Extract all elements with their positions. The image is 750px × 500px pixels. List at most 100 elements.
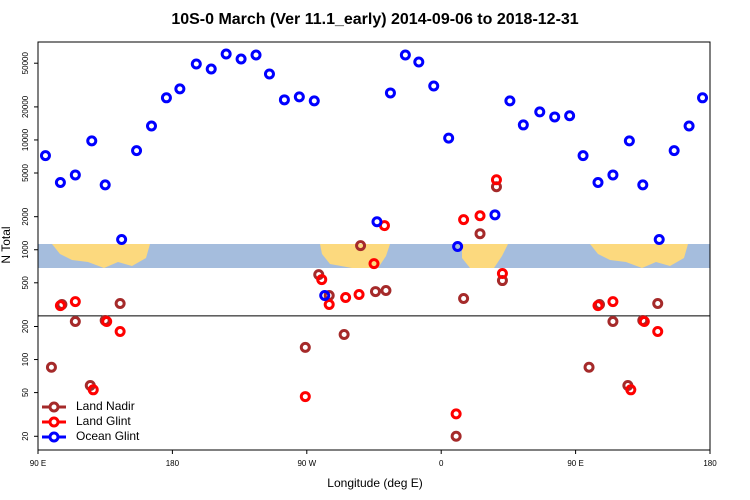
data-point	[549, 111, 561, 123]
data-point	[45, 361, 57, 373]
data-point	[86, 135, 98, 147]
data-point	[145, 120, 157, 132]
data-point	[338, 329, 350, 341]
data-point	[428, 80, 440, 92]
data-point	[458, 214, 470, 226]
legend-label: Ocean Glint	[76, 429, 140, 443]
data-point	[413, 56, 425, 68]
data-point	[54, 176, 66, 188]
data-point	[452, 241, 464, 253]
legend-label: Land Glint	[76, 414, 131, 428]
y-tick-label: 5000	[21, 164, 30, 182]
y-tick-label: 10000	[21, 128, 30, 151]
data-point	[114, 326, 126, 338]
data-point	[399, 49, 411, 61]
data-point	[174, 83, 186, 95]
y-tick-label: 20000	[21, 95, 30, 118]
data-point	[450, 430, 462, 442]
data-point	[607, 296, 619, 308]
x-axis-label: Longitude (deg E)	[327, 476, 422, 490]
data-point	[474, 210, 486, 222]
data-point	[592, 300, 604, 312]
data-point	[380, 285, 392, 297]
data-point	[623, 135, 635, 147]
x-tick-label: 90 E	[30, 459, 46, 468]
x-tick-label: 90 E	[567, 459, 583, 468]
data-point	[668, 145, 680, 157]
data-point	[69, 169, 81, 181]
data-point	[293, 91, 305, 103]
data-point	[638, 316, 650, 328]
x-tick-label: 180	[166, 459, 180, 468]
data-point	[160, 92, 172, 104]
data-point	[101, 316, 113, 328]
data-point	[652, 297, 664, 309]
data-point	[131, 145, 143, 157]
data-point	[368, 258, 380, 270]
data-point	[625, 384, 637, 396]
data-point	[607, 316, 619, 328]
data-point	[235, 53, 247, 65]
data-point	[504, 95, 516, 107]
data-point	[299, 341, 311, 353]
y-tick-label: 2000	[21, 207, 30, 225]
data-point	[583, 361, 595, 373]
data-point	[607, 169, 619, 181]
y-tick-label: 500	[21, 276, 30, 290]
data-point	[99, 179, 111, 191]
y-tick-label: 200	[21, 319, 30, 333]
data-point	[278, 94, 290, 106]
chart-title: 10S-0 March (Ver 11.1_early) 2014-09-06 …	[171, 11, 578, 28]
data-point	[69, 316, 81, 328]
data-point	[190, 58, 202, 70]
legend-marker	[48, 416, 60, 428]
x-tick-label: 90 W	[297, 459, 316, 468]
data-point	[369, 286, 381, 298]
data-point	[340, 292, 352, 304]
data-point	[308, 95, 320, 107]
data-point	[205, 63, 217, 75]
legend-marker	[48, 431, 60, 443]
data-point	[355, 240, 367, 252]
data-point	[697, 92, 709, 104]
data-point	[114, 297, 126, 309]
data-point	[517, 119, 529, 131]
data-point	[490, 174, 502, 186]
data-point	[316, 274, 328, 286]
data-point	[474, 228, 486, 240]
data-point	[592, 176, 604, 188]
data-point	[458, 292, 470, 304]
plot-frame	[37, 41, 711, 451]
data-point	[323, 299, 335, 311]
data-point	[69, 296, 81, 308]
data-point	[220, 48, 232, 60]
data-point	[371, 216, 383, 228]
y-axis-label: N Total	[0, 226, 13, 263]
data-point	[263, 68, 275, 80]
data-point	[450, 408, 462, 420]
map-strip	[38, 244, 710, 268]
data-point	[637, 179, 649, 191]
data-point	[534, 106, 546, 118]
y-tick-label: 20	[21, 431, 30, 440]
data-point	[250, 49, 262, 61]
data-point	[489, 209, 501, 221]
x-tick-label: 180	[703, 459, 717, 468]
data-point	[54, 300, 66, 312]
data-point	[87, 384, 99, 396]
data-point	[39, 150, 51, 162]
x-tick-label: 0	[439, 459, 444, 468]
data-point	[384, 87, 396, 99]
y-tick-label: 50	[21, 388, 30, 397]
data-point	[577, 150, 589, 162]
data-point	[564, 110, 576, 122]
legend-label: Land Nadir	[76, 399, 135, 413]
data-point	[683, 120, 695, 132]
y-tick-label: 50000	[21, 52, 30, 75]
data-point	[653, 233, 665, 245]
legend-marker	[48, 401, 60, 413]
data-point	[496, 268, 508, 280]
data-point	[299, 391, 311, 403]
y-tick-label: 1000	[21, 240, 30, 258]
